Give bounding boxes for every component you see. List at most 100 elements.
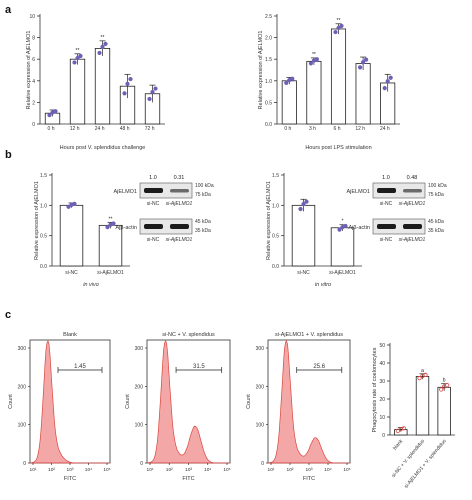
- a2-data-point: [314, 57, 319, 62]
- a2-ytick-label: 0.5: [265, 100, 272, 106]
- flow-1-ytick-label: 300: [18, 346, 27, 352]
- flow-1-title: Blank: [63, 332, 77, 338]
- a2-bar: [330, 28, 347, 125]
- a2-significance-label: **: [312, 52, 316, 58]
- blot-1-size-marker: 100 kDa: [195, 183, 214, 189]
- b1-y-axis-title: Relative expression of AjELMO1: [34, 181, 40, 260]
- b2-y-axis-title: Relative expression of AjELMO1: [266, 181, 272, 260]
- a1-data-point: [53, 109, 58, 114]
- b2-data-point: [343, 223, 348, 229]
- c4-ytick-label: 50: [379, 343, 385, 349]
- a2-xtick-label: 0 h: [284, 126, 291, 132]
- a2-bar: [281, 80, 297, 125]
- blot-2-reference-panel: [372, 218, 426, 235]
- flow-3-x-axis-title: FITC: [303, 476, 315, 482]
- b1-data-point: [111, 221, 116, 226]
- c4-ytick-label: 40: [379, 361, 385, 367]
- flow-3-y-axis-title: Count: [246, 394, 252, 409]
- a2-xtick-label: 12 h: [355, 126, 365, 132]
- a1-data-point: [75, 56, 80, 61]
- b1-data-point: [72, 201, 77, 206]
- c4-xtick-label: si-AjELMO1 + V. splendidus: [403, 438, 448, 490]
- a2-ytick-label: 2.5: [265, 14, 272, 20]
- a2-data-point: [385, 79, 390, 84]
- a2-data-point: [363, 57, 369, 62]
- b1-data-point: [66, 204, 71, 209]
- a1-bar: [69, 58, 86, 125]
- flow-1-xtick-label: 10⁴: [85, 467, 92, 473]
- a1-data-point: [128, 76, 133, 82]
- b1-bar: [59, 204, 84, 267]
- a1-data-point: [122, 91, 127, 96]
- a1-y-axis-title: Relative expression of AjELMO1: [26, 31, 32, 110]
- blot-1-size-marker: 75 kDa: [195, 192, 211, 198]
- blot-2-reference-label: Ajβ-actin: [348, 225, 370, 231]
- blot-2-target-band: [377, 188, 396, 193]
- blot-1-target-label: AjELMO1: [113, 189, 137, 195]
- blot-1-target-band: [170, 189, 189, 193]
- flow-3-xtick-label: 10²: [287, 467, 294, 473]
- blot-2-target-band: [403, 189, 422, 193]
- flow-3-ytick-label: 0: [261, 461, 264, 467]
- flow-2-xtick-label: 10⁵: [223, 467, 230, 473]
- b2-bar: [330, 227, 355, 267]
- flow-1-y-axis-title: Count: [8, 394, 14, 409]
- b2-bar: [291, 204, 316, 267]
- c4-y-axis-title: Phagocytosis rate of coelomocytes: [372, 347, 378, 432]
- blot-1-value: 0.31: [174, 175, 185, 181]
- panel-label-c: c: [5, 309, 11, 321]
- c4-data-point: [395, 428, 400, 433]
- a2-data-point: [336, 25, 341, 31]
- c4-ytick-label: 0: [382, 433, 385, 439]
- flow-2-xtick-label: 10²: [166, 467, 173, 473]
- b2-xtick-label: si-NC: [297, 270, 310, 276]
- flow-1-x-axis-title: FITC: [64, 476, 76, 482]
- flow-2-y-axis-title: Count: [125, 394, 131, 409]
- a2-ytick-label: 1.5: [265, 57, 272, 63]
- c4-data-point: [417, 376, 422, 381]
- flow-2-ytick-label: 300: [135, 346, 144, 352]
- a1-ytick-label: 10: [29, 14, 35, 20]
- b1-x-axis-title: in vivo: [83, 282, 99, 288]
- blot-1-reference-label: Ajβ-actin: [115, 225, 137, 231]
- a1-xtick-label: 24 h: [95, 126, 105, 132]
- a1-data-point: [147, 96, 152, 102]
- a1-xtick-label: 72 h: [145, 126, 155, 132]
- a1-ytick-label: 6: [32, 57, 35, 63]
- a1-data-point: [78, 53, 83, 59]
- a1-xtick-label: 0 h: [48, 126, 55, 132]
- a2-xtick-label: 24 h: [380, 126, 390, 132]
- blot-1-lane-label: si-NC: [147, 237, 160, 243]
- a2-data-point: [388, 75, 393, 80]
- flow-1-xtick-label: 10³: [67, 467, 74, 473]
- a1-xtick-label: 12 h: [70, 126, 80, 132]
- a1-xtick-label: 48 h: [120, 126, 130, 132]
- b2-data-point: [301, 202, 306, 207]
- flow-1-xtick-label: 10⁵: [103, 467, 110, 473]
- a2-y-axis-title: Relative expression of AjELMO1: [258, 31, 264, 110]
- a2-data-point: [357, 65, 363, 70]
- blot-1-size-marker: 35 kDa: [195, 228, 211, 234]
- flow-3-ytick-label: 300: [256, 346, 265, 352]
- c4-data-point: [423, 372, 428, 377]
- blot-2-value: 0.48: [407, 175, 418, 181]
- a1-ytick-label: 8: [32, 36, 35, 42]
- c4-data-point: [445, 383, 450, 388]
- flow-2-xtick-label: 10¹: [147, 467, 154, 473]
- flow-2-gate-value: 31.5: [193, 364, 205, 370]
- a1-data-point: [125, 81, 130, 86]
- blot-2-size-marker: 100 kDa: [428, 183, 447, 189]
- b2-xtick-label: si-AjELMO1: [329, 270, 356, 276]
- flow-3-histogram: [267, 340, 350, 464]
- a2-data-point: [339, 23, 344, 28]
- a1-data-point: [97, 50, 102, 56]
- blot-2-lane-label: si-AjELMO1: [399, 201, 426, 207]
- a2-x-axis-title: Hours post LPS stimulation: [305, 145, 371, 151]
- blot-1-lane-label: si-NC: [147, 201, 160, 207]
- b1-data-point: [105, 225, 110, 230]
- flow-3-xtick-label: 10¹: [268, 467, 275, 473]
- c4-bar: [437, 386, 451, 436]
- a2-data-point: [360, 60, 366, 65]
- b2-ytick-label: 1.5: [272, 173, 279, 179]
- a1-data-point: [103, 41, 108, 46]
